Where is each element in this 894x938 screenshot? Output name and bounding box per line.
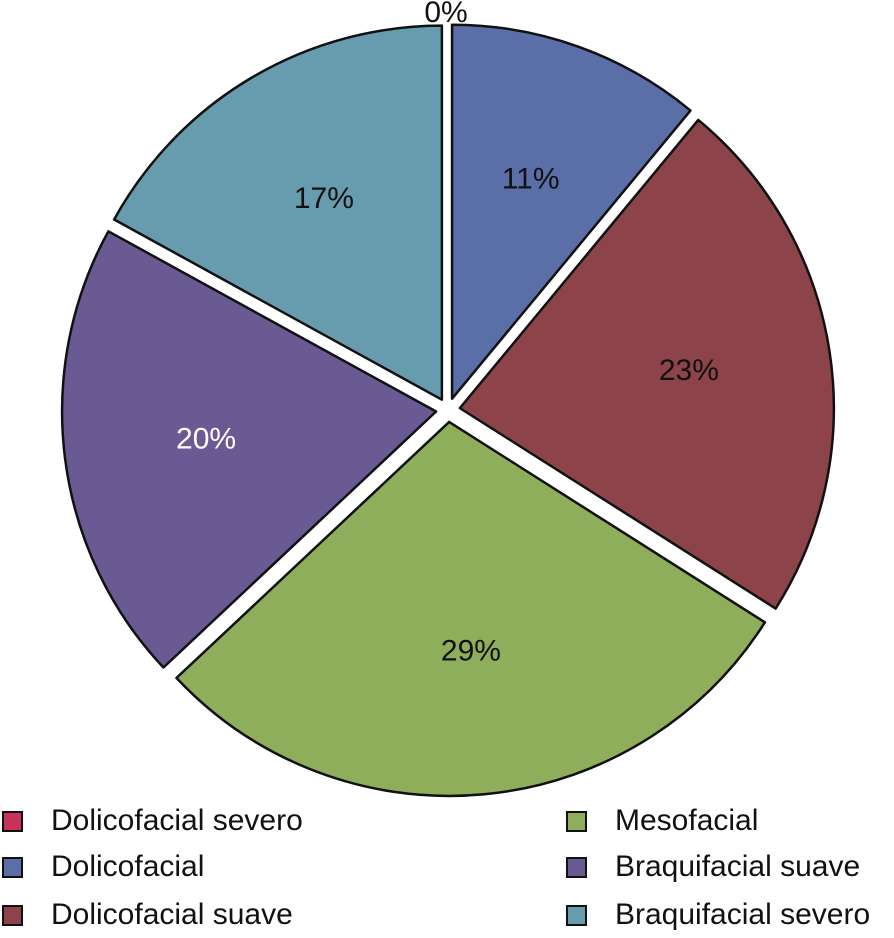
legend-item-braquifacial-suave: Braquifacial suave bbox=[566, 844, 860, 890]
legend-item-dolicofacial-severo: Dolicofacial severo bbox=[2, 798, 303, 844]
legend-label-braquifacial-severo: Braquifacial severo bbox=[615, 898, 871, 931]
legend-label-mesofacial: Mesofacial bbox=[615, 804, 759, 837]
legend-swatch-braquifacial-suave bbox=[566, 856, 587, 878]
legend-swatch-dolicofacial-suave bbox=[2, 904, 23, 926]
pie-chart: 0% 11% 23% 29% 20% 17% bbox=[60, 0, 836, 798]
pie-slice-dolicofacial-suave bbox=[458, 118, 836, 610]
data-label-dolicofacial-suave: 23% bbox=[659, 354, 719, 387]
pie-slice-mesofacial bbox=[175, 420, 767, 798]
legend-swatch-dolicofacial bbox=[2, 856, 23, 878]
legend-swatch-braquifacial-severo bbox=[566, 904, 587, 926]
pie-slice-dolicofacial bbox=[450, 23, 692, 400]
data-label-dolicofacial: 11% bbox=[502, 162, 560, 195]
pie-slice-braquifacial-suave bbox=[60, 230, 438, 669]
legend-label-dolicofacial: Dolicofacial bbox=[51, 850, 205, 883]
legend-item-dolicofacial-suave: Dolicofacial suave bbox=[2, 892, 293, 938]
chart-legend: Dolicofacial severo Dolicofacial Dolicof… bbox=[0, 798, 894, 938]
legend-item-braquifacial-severo: Braquifacial severo bbox=[566, 892, 870, 938]
legend-item-dolicofacial: Dolicofacial bbox=[2, 844, 204, 890]
data-label-braquifacial-severo: 17% bbox=[294, 182, 354, 215]
legend-label-braquifacial-suave: Braquifacial suave bbox=[615, 850, 861, 883]
data-label-mesofacial: 29% bbox=[441, 635, 501, 668]
data-label-braquifacial-suave: 20% bbox=[176, 422, 236, 455]
pie-slice-braquifacial-severo bbox=[112, 24, 444, 401]
legend-swatch-mesofacial bbox=[566, 810, 587, 832]
legend-item-mesofacial: Mesofacial bbox=[566, 798, 758, 844]
pie-chart-svg: 0%11%23%29%20%17% bbox=[60, 0, 836, 798]
legend-swatch-dolicofacial-severo bbox=[2, 810, 23, 832]
legend-label-dolicofacial-suave: Dolicofacial suave bbox=[51, 898, 293, 931]
legend-label-dolicofacial-severo: Dolicofacial severo bbox=[51, 804, 303, 837]
